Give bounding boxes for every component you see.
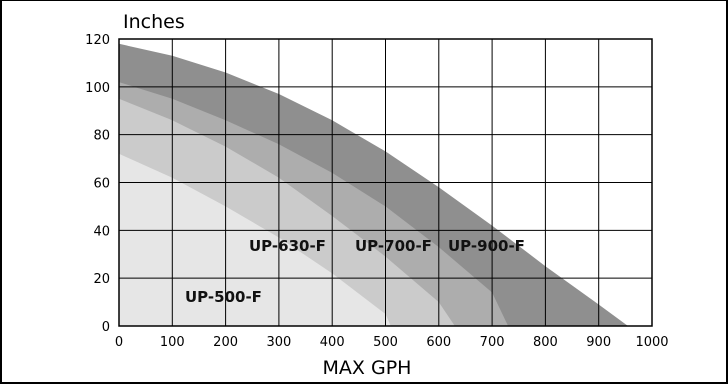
grid-lines <box>118 38 653 327</box>
x-tick-label: 1000 <box>635 335 668 350</box>
x-tick-label: 300 <box>266 335 291 350</box>
y-tick-label: 80 <box>93 129 110 144</box>
x-tick-label: 600 <box>426 335 451 350</box>
x-tick-label: 200 <box>213 335 238 350</box>
series-areas <box>119 43 628 327</box>
y-tick-label: 120 <box>85 33 110 48</box>
x-tick-label: 100 <box>160 335 185 350</box>
plot-border <box>118 38 653 327</box>
series-label-up-500-f: UP-500-F <box>185 288 262 306</box>
y-tick-label: 60 <box>93 177 110 192</box>
area-up-500-f <box>119 153 391 326</box>
x-tick-label: 800 <box>533 335 558 350</box>
x-tick-label: 500 <box>373 335 398 350</box>
series-labels: UP-630-F UP-700-F UP-900-F UP-500-F <box>185 237 525 306</box>
x-axis-ticks: 0 100 200 300 400 500 600 700 800 900 1000 <box>115 335 669 350</box>
y-tick-label: 0 <box>102 320 110 335</box>
series-label-up-630-f: UP-630-F <box>249 237 326 255</box>
x-tick-label: 400 <box>320 335 345 350</box>
x-tick-label: 700 <box>480 335 505 350</box>
y-axis-ticks: 0 20 40 60 80 100 120 <box>85 33 110 335</box>
y-axis-label: Inches <box>123 11 185 33</box>
y-tick-label: 100 <box>85 81 110 96</box>
x-axis-label: MAX GPH <box>323 357 412 379</box>
x-tick-label: 0 <box>115 335 123 350</box>
y-tick-label: 20 <box>93 272 110 287</box>
series-label-up-900-f: UP-900-F <box>448 237 525 255</box>
y-tick-label: 40 <box>93 224 110 239</box>
series-label-up-700-f: UP-700-F <box>355 237 432 255</box>
x-tick-label: 900 <box>586 335 611 350</box>
